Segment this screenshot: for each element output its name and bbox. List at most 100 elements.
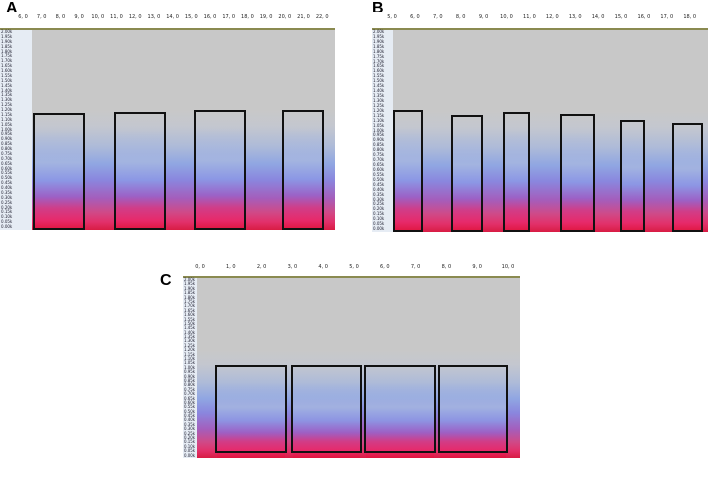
time-tick-label: 6, 0: [380, 264, 390, 270]
energy-burst: [562, 131, 593, 232]
segment-box: [364, 365, 436, 453]
energy-burst: [116, 129, 164, 230]
frequency-tick-label: 0.90k: [1, 136, 13, 142]
frequency-tick-label: 0.40k: [184, 417, 196, 423]
energy-burst: [674, 139, 701, 232]
frequency-tick-label: 1.95k: [1, 33, 13, 39]
spectrogram: [393, 30, 708, 232]
time-tick-label: 16, 0: [203, 14, 217, 20]
frequency-tick-label: 1.40k: [373, 88, 385, 94]
frequency-tick-label: 0.20k: [373, 206, 385, 212]
time-tick-label: 6, 0: [410, 14, 420, 20]
frequency-tick-label: 1.55k: [184, 316, 196, 322]
frequency-tick-label: 1.75k: [1, 53, 13, 59]
frequency-tick-label: 1.85k: [373, 43, 385, 49]
frequency-tick-label: 2.00k: [184, 277, 196, 282]
time-tick-label: 13, 0: [568, 14, 582, 20]
time-tick-label: 15, 0: [184, 14, 198, 20]
frequency-tick-label: 0.40k: [1, 185, 13, 191]
frequency-tick-label: 0.70k: [1, 155, 13, 161]
frequency-tick-label: 0.95k: [1, 131, 13, 137]
frequency-tick-label: 0.85k: [184, 377, 196, 383]
frequency-tick-label: 0.15k: [184, 439, 196, 445]
frequency-tick-label: 1.10k: [373, 117, 385, 123]
frequency-tick-label: 1.80k: [1, 48, 13, 54]
frequency-tick-label: 1.80k: [184, 294, 196, 300]
frequency-tick-label: 0.35k: [373, 191, 385, 197]
time-tick-label: 9, 0: [472, 264, 482, 270]
frequency-tick-label: 1.75k: [373, 53, 385, 59]
frequency-tick-label: 1.20k: [373, 107, 385, 113]
time-tick-label: 8, 0: [441, 264, 452, 270]
frequency-tick-label: 0.70k: [184, 391, 196, 397]
frequency-tick-label: 1.65k: [373, 63, 385, 69]
frequency-tick-label: 0.90k: [373, 137, 385, 143]
frequency-tick-label: 0.15k: [1, 209, 13, 215]
frequency-tick-label: 1.45k: [184, 325, 196, 331]
frequency-tick-label: 1.30k: [373, 97, 385, 103]
frequency-tick-label: 0.60k: [373, 166, 385, 172]
spectrogram: [32, 30, 335, 230]
frequency-axis: 2.00k 1.95k 1.90k 1.85k 1.80k 1.75k 1.70k 1.65k…: [372, 30, 394, 232]
frequency-tick-label: 0.35k: [1, 189, 13, 195]
frequency-tick-label: 0.25k: [184, 430, 196, 436]
time-tick-label: 14, 0: [166, 14, 179, 20]
frequency-tick-label: 0.30k: [1, 194, 13, 200]
frequency-tick-label: 0.00k: [184, 452, 196, 458]
time-tick-label: 12, 0: [545, 14, 559, 20]
frequency-tick-label: 1.10k: [184, 356, 196, 362]
time-tick-label: 13, 0: [147, 14, 161, 20]
frequency-tick-label: 0.25k: [373, 201, 385, 207]
segment-box: [291, 365, 362, 453]
time-axis: 6, 0 7, 0 8, 0 9, 0 10, 0 11, 0 12, 0 13, 0 14, …: [0, 12, 335, 30]
energy-burst: [35, 130, 83, 230]
frequency-tick-label: 1.60k: [184, 312, 196, 318]
spectrogram: [197, 278, 520, 458]
frequency-tick-label: 0.15k: [373, 211, 385, 217]
frequency-axis: 2.00k 1.95k 1.90k 1.85k 1.80k 1.75k 1.70k 1.65k…: [183, 278, 198, 458]
segment-box: [393, 110, 423, 232]
frequency-tick-label: 1.90k: [184, 285, 196, 291]
time-tick-label: 8, 0: [455, 14, 466, 20]
time-tick-label: 9, 0: [478, 14, 489, 20]
frequency-tick-label: 0.95k: [184, 369, 196, 375]
frequency-tick-label: 0.20k: [184, 435, 196, 441]
energy-burst: [505, 130, 528, 232]
time-tick-label: 20, 0: [278, 14, 292, 20]
time-tick-label: 21, 0: [297, 14, 310, 20]
energy-burst: [217, 383, 285, 458]
frequency-tick-label: 0.50k: [373, 176, 385, 182]
frequency-tick-label: 1.50k: [1, 77, 13, 83]
frequency-tick-label: 1.30k: [1, 97, 13, 103]
frequency-tick-label: 2.00k: [1, 29, 13, 34]
frequency-tick-label: 0.30k: [373, 196, 385, 202]
frequency-tick-label: 0.20k: [1, 204, 13, 210]
frequency-tick-label: 0.65k: [373, 162, 385, 168]
frequency-tick-label: 1.00k: [1, 126, 13, 132]
time-tick-label: 5, 0: [349, 264, 359, 270]
segment-box: [620, 120, 645, 232]
time-tick-label: 7, 0: [410, 264, 421, 270]
frequency-tick-label: 0.55k: [1, 170, 13, 176]
frequency-tick-label: 1.15k: [184, 351, 196, 357]
segment-box: [503, 112, 530, 232]
energy-burst: [366, 383, 434, 458]
frequency-tick-label: 1.25k: [373, 102, 385, 108]
frequency-tick-label: 1.50k: [184, 320, 196, 326]
frequency-tick-label: 1.95k: [373, 33, 385, 39]
time-tick-label: 18, 0: [683, 14, 697, 20]
energy-burst: [440, 383, 506, 458]
frequency-tick-label: 1.20k: [1, 107, 13, 113]
frequency-tick-label: 1.85k: [184, 290, 196, 296]
time-tick-label: 11, 0: [523, 14, 536, 20]
time-tick-label: 7, 0: [36, 14, 47, 20]
segment-box: [33, 113, 85, 230]
time-axis: 0, 0 1, 0 2, 0 3, 0 4, 0 5, 0 6, 0 7, 0 8, 0 9, 0…: [183, 262, 520, 278]
frequency-tick-label: 0.05k: [184, 448, 196, 454]
segment-box: [560, 114, 595, 232]
frequency-tick-label: 1.45k: [1, 82, 13, 88]
frequency-tick-label: 2.00k: [373, 29, 385, 34]
frequency-tick-label: 1.55k: [1, 72, 13, 78]
time-tick-label: 6, 0: [18, 14, 28, 20]
